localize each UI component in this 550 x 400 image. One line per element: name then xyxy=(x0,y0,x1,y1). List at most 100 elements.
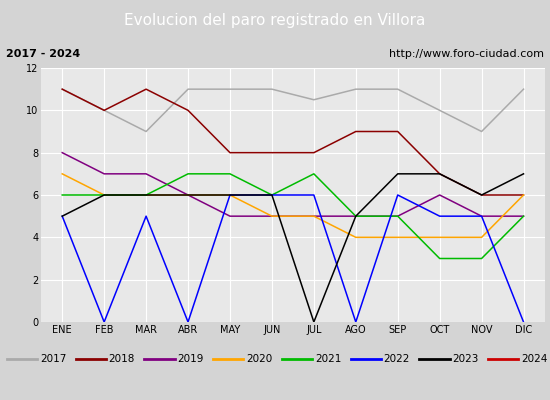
2017 xyxy=(268,87,275,92)
Text: 2023: 2023 xyxy=(452,354,478,364)
2020 xyxy=(59,172,65,176)
2017 xyxy=(227,87,233,92)
2023 xyxy=(268,193,275,198)
2023 xyxy=(478,193,485,198)
2023 xyxy=(353,214,359,218)
2021 xyxy=(185,172,191,176)
Line: 2023: 2023 xyxy=(62,174,524,322)
2020 xyxy=(478,235,485,240)
Text: 2020: 2020 xyxy=(246,354,272,364)
2020 xyxy=(143,193,150,198)
2018 xyxy=(227,150,233,155)
2023 xyxy=(394,172,401,176)
2019 xyxy=(268,214,275,218)
2022 xyxy=(311,193,317,198)
2020 xyxy=(101,193,107,198)
2020 xyxy=(185,193,191,198)
2023 xyxy=(227,193,233,198)
Line: 2019: 2019 xyxy=(62,153,524,216)
2019 xyxy=(311,214,317,218)
2018 xyxy=(311,150,317,155)
2021 xyxy=(59,193,65,198)
2022 xyxy=(478,214,485,218)
2019 xyxy=(227,214,233,218)
2023 xyxy=(311,320,317,324)
Text: 2019: 2019 xyxy=(177,354,204,364)
2021 xyxy=(394,214,401,218)
2017 xyxy=(353,87,359,92)
2022 xyxy=(227,193,233,198)
2019 xyxy=(353,214,359,218)
2020 xyxy=(311,214,317,218)
Text: Evolucion del paro registrado en Villora: Evolucion del paro registrado en Villora xyxy=(124,14,426,28)
2020 xyxy=(268,214,275,218)
2017 xyxy=(394,87,401,92)
2019 xyxy=(101,172,107,176)
2019 xyxy=(478,214,485,218)
2023 xyxy=(143,193,150,198)
2021 xyxy=(143,193,150,198)
2022 xyxy=(520,320,527,324)
2018 xyxy=(59,87,65,92)
2023 xyxy=(436,172,443,176)
2017 xyxy=(311,97,317,102)
2017 xyxy=(478,129,485,134)
2020 xyxy=(436,235,443,240)
2022 xyxy=(394,193,401,198)
2017 xyxy=(59,87,65,92)
2021 xyxy=(227,172,233,176)
2020 xyxy=(394,235,401,240)
2017 xyxy=(185,87,191,92)
2021 xyxy=(436,256,443,261)
2018 xyxy=(353,129,359,134)
2021 xyxy=(311,172,317,176)
Text: 2024: 2024 xyxy=(521,354,547,364)
2019 xyxy=(185,193,191,198)
2018 xyxy=(101,108,107,113)
2021 xyxy=(101,193,107,198)
2018 xyxy=(436,172,443,176)
Line: 2017: 2017 xyxy=(62,89,524,132)
2019 xyxy=(436,193,443,198)
2022 xyxy=(268,193,275,198)
Text: http://www.foro-ciudad.com: http://www.foro-ciudad.com xyxy=(389,49,544,59)
2023 xyxy=(520,172,527,176)
2017 xyxy=(520,87,527,92)
2018 xyxy=(520,193,527,198)
2018 xyxy=(185,108,191,113)
2022 xyxy=(143,214,150,218)
2019 xyxy=(394,214,401,218)
2018 xyxy=(478,193,485,198)
2018 xyxy=(394,129,401,134)
2018 xyxy=(143,87,150,92)
2023 xyxy=(185,193,191,198)
2023 xyxy=(59,214,65,218)
2019 xyxy=(520,214,527,218)
2020 xyxy=(520,193,527,198)
2022 xyxy=(59,214,65,218)
Text: 2018: 2018 xyxy=(109,354,135,364)
2019 xyxy=(59,150,65,155)
Line: 2022: 2022 xyxy=(62,195,524,322)
Line: 2020: 2020 xyxy=(62,174,524,237)
2020 xyxy=(353,235,359,240)
2022 xyxy=(101,320,107,324)
2021 xyxy=(520,214,527,218)
2022 xyxy=(185,320,191,324)
2022 xyxy=(353,320,359,324)
2017 xyxy=(101,108,107,113)
2021 xyxy=(353,214,359,218)
2021 xyxy=(268,193,275,198)
2021 xyxy=(478,256,485,261)
Text: 2017 - 2024: 2017 - 2024 xyxy=(6,49,80,59)
2018 xyxy=(268,150,275,155)
2020 xyxy=(227,193,233,198)
Line: 2018: 2018 xyxy=(62,89,524,195)
Text: 2022: 2022 xyxy=(384,354,410,364)
2023 xyxy=(101,193,107,198)
Text: 2021: 2021 xyxy=(315,354,341,364)
2019 xyxy=(143,172,150,176)
Line: 2021: 2021 xyxy=(62,174,524,258)
2017 xyxy=(436,108,443,113)
2017 xyxy=(143,129,150,134)
